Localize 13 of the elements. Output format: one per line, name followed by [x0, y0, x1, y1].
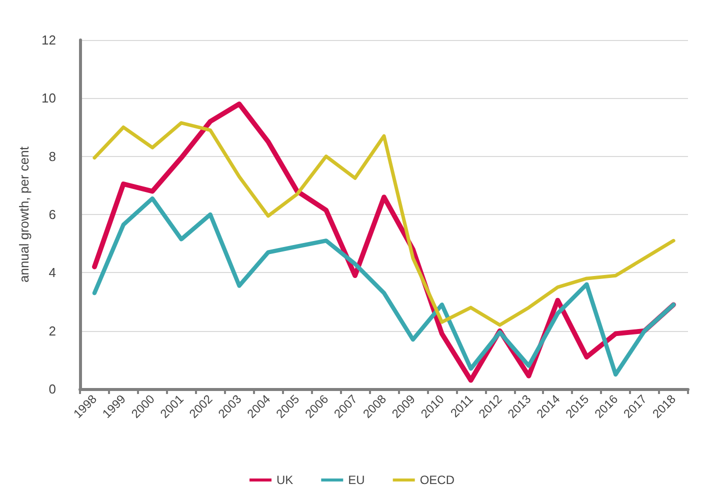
y-tick-label: 10 — [42, 90, 56, 106]
y-tick-label: 4 — [48, 265, 56, 280]
legend-label: UK — [276, 473, 294, 487]
line-series — [92, 121, 676, 327]
y-tick-label: 12 — [42, 32, 56, 48]
y-axis-title: annual growth, per cent — [16, 146, 32, 282]
y-tick-label: 8 — [48, 148, 56, 164]
y-tick-label: 2 — [48, 323, 56, 338]
legend-label: EU — [348, 473, 365, 487]
legend-label: OECD — [420, 473, 455, 487]
y-tick-label: 6 — [48, 207, 56, 222]
line-series — [92, 196, 676, 377]
y-tick-label: 0 — [48, 382, 56, 396]
